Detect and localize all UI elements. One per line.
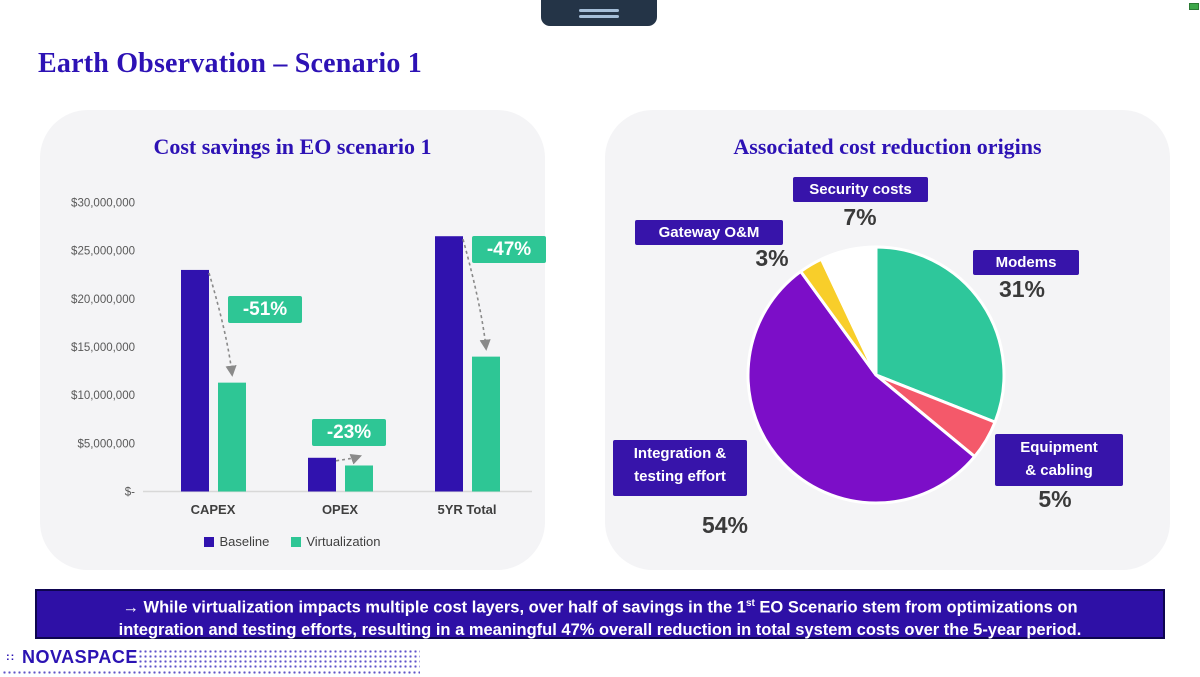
pie-label-line: Integration & xyxy=(633,445,727,462)
x-axis-category-label: OPEX xyxy=(322,502,358,517)
legend-label-virtualization: Virtualization xyxy=(306,534,381,549)
bar-virtualization-opex xyxy=(345,465,373,492)
reduction-arrow xyxy=(208,272,237,377)
dot-pattern xyxy=(138,649,420,669)
change-badge-5yr-total: -47% xyxy=(472,236,546,263)
x-axis-category-label: CAPEX xyxy=(191,502,236,517)
page-title: Earth Observation – Scenario 1 xyxy=(38,48,422,79)
pie-chart xyxy=(746,245,1006,505)
drag-handle-line-icon xyxy=(579,9,619,12)
bar-chart-title: Cost savings in EO scenario 1 xyxy=(153,134,432,159)
reduction-arrow xyxy=(335,453,363,465)
pie-label-integration-testing: Integration & testing effort xyxy=(613,440,747,496)
pie-chart-card: Associated cost reduction origins Securi… xyxy=(605,110,1170,570)
y-axis-tick-label: $10,000,000 xyxy=(71,390,135,402)
y-axis-tick-label: $15,000,000 xyxy=(71,342,135,354)
pie-pct-modems: 31% xyxy=(998,276,1046,302)
legend-swatch-baseline xyxy=(204,536,215,547)
novaspace-logo: NOVASPACE xyxy=(22,647,138,667)
y-axis-tick-label: $25,000,000 xyxy=(71,246,135,258)
pie-pct-equipment-cabling: 5% xyxy=(1038,486,1072,512)
bar-chart: $30,000,000 $25,000,000 $20,000,000 $15,000… xyxy=(71,198,532,517)
pie-label-line: Equipment xyxy=(1020,439,1098,456)
y-axis-tick-label: $5,000,000 xyxy=(77,438,135,450)
pie-label-security-costs: Security costs xyxy=(793,177,928,202)
banner-line-2: integration and testing efforts, resulti… xyxy=(118,620,1082,639)
change-badge-capex: -51% xyxy=(228,296,302,323)
y-axis-tick-label: $- xyxy=(125,487,135,499)
pie-label-gateway-om: Gateway O&M xyxy=(635,220,783,245)
bar-baseline-5yr-total xyxy=(435,236,463,492)
y-axis-tick-label: $30,000,000 xyxy=(71,198,135,210)
banner-line-1: → While virtualization impacts multiple … xyxy=(122,598,1078,617)
window-drag-handle[interactable] xyxy=(541,0,657,26)
pie-pct-gateway-om: 3% xyxy=(755,245,789,271)
pie-slice-security-costs xyxy=(820,245,878,377)
pie-pct-security-costs: 7% xyxy=(843,204,877,230)
drag-handle-line-icon xyxy=(579,15,619,18)
dot-pattern xyxy=(2,670,420,676)
legend-item-virtualization: Virtualization xyxy=(291,534,381,549)
bar-chart-card: Cost savings in EO scenario 1 $30,000,00… xyxy=(40,110,546,570)
bar-chart-legend: Baseline Virtualization xyxy=(40,534,545,549)
pie-pct-integration-testing: 54% xyxy=(701,512,749,538)
bar-virtualization-capex xyxy=(218,382,246,492)
change-badge-opex: -23% xyxy=(312,419,386,446)
pie-label-equipment-cabling: Equipment & cabling xyxy=(995,434,1123,486)
bar-baseline-capex xyxy=(181,269,209,492)
pie-label-modems: Modems xyxy=(973,250,1079,275)
screen-artifact-dot xyxy=(1189,3,1199,10)
pie-label-line: & cabling xyxy=(1025,462,1093,479)
pie-slice-modems xyxy=(874,245,1006,424)
logo-dots-prefix: :: xyxy=(6,651,16,663)
y-axis-tick-label: $20,000,000 xyxy=(71,294,135,306)
pie-slice-integration-testing-effort xyxy=(746,269,977,505)
bar-virtualization-5yr-total xyxy=(472,356,500,492)
legend-swatch-virtualization xyxy=(291,536,302,547)
x-axis-category-label: 5YR Total xyxy=(438,502,497,517)
legend-label-baseline: Baseline xyxy=(219,534,270,549)
pie-label-line: testing effort xyxy=(634,468,726,485)
bar-baseline-opex xyxy=(308,457,336,492)
takeaway-banner: → While virtualization impacts multiple … xyxy=(35,589,1165,639)
legend-item-baseline: Baseline xyxy=(204,534,269,549)
pie-chart-title: Associated cost reduction origins xyxy=(733,134,1042,159)
reduction-arrow xyxy=(462,239,491,351)
